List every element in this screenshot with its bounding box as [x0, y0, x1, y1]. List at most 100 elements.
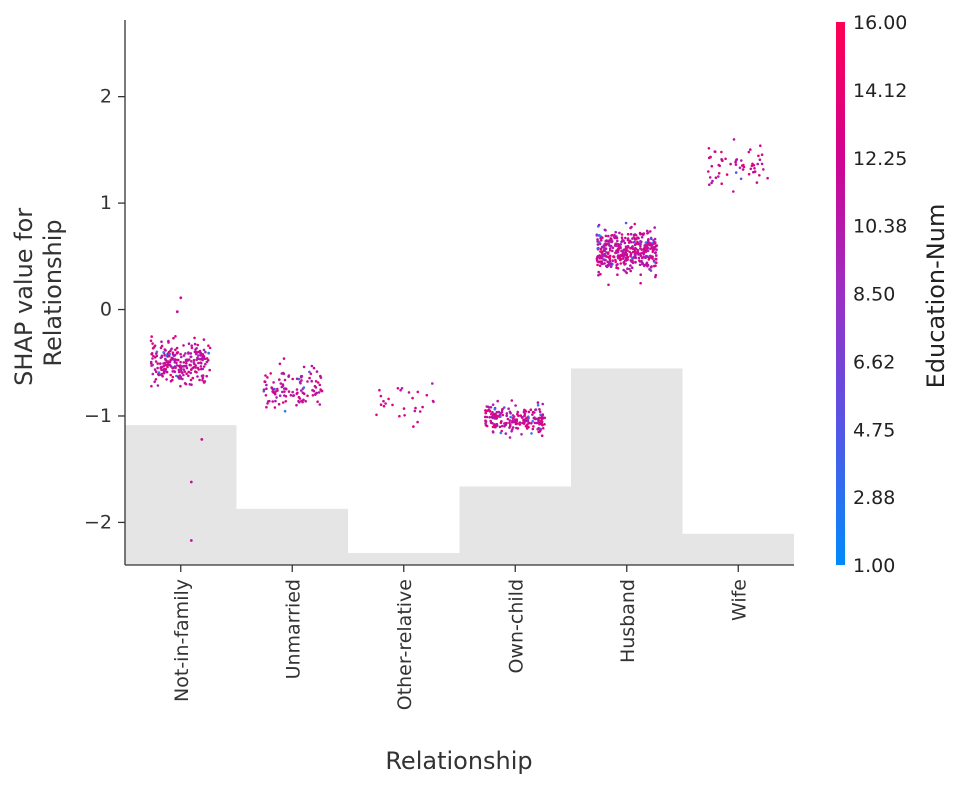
data-point — [166, 365, 169, 369]
data-point — [644, 241, 648, 244]
data-point — [530, 422, 533, 425]
data-point — [201, 376, 205, 380]
data-point — [175, 361, 178, 365]
data-point — [310, 379, 314, 383]
data-point — [639, 240, 642, 243]
data-point — [639, 254, 643, 257]
data-point — [536, 427, 539, 431]
data-point — [301, 400, 304, 404]
scatter-points — [149, 138, 769, 542]
data-point — [597, 234, 601, 237]
data-point — [759, 144, 762, 147]
data-point — [190, 367, 194, 371]
data-point — [190, 346, 194, 350]
data-point — [626, 238, 630, 242]
data-point — [171, 351, 175, 355]
data-point — [599, 237, 602, 240]
data-point — [282, 357, 286, 360]
data-point — [304, 400, 308, 403]
data-point — [742, 163, 745, 167]
data-point — [540, 423, 544, 426]
data-point — [609, 240, 613, 243]
data-point — [398, 414, 401, 418]
data-point — [630, 240, 633, 244]
data-point — [756, 162, 759, 166]
data-point — [535, 417, 539, 421]
data-point — [197, 354, 200, 357]
data-point — [538, 422, 541, 426]
data-point — [208, 368, 211, 372]
data-point — [597, 223, 601, 227]
data-point — [265, 405, 268, 409]
data-point — [616, 263, 619, 266]
colorbar-tick-label: 8.50 — [853, 284, 895, 306]
data-point — [614, 260, 617, 264]
data-point — [741, 168, 745, 171]
data-point — [642, 248, 645, 251]
data-point — [407, 391, 411, 394]
data-point — [598, 264, 602, 268]
data-point — [514, 422, 518, 426]
data-point — [266, 400, 270, 403]
data-point — [536, 401, 540, 404]
data-point — [523, 414, 526, 418]
data-point — [530, 432, 533, 435]
data-point — [519, 414, 522, 417]
data-point — [162, 351, 165, 354]
data-point — [421, 405, 424, 409]
data-point — [399, 388, 402, 392]
data-point — [189, 371, 192, 375]
data-point — [526, 423, 529, 426]
data-point — [283, 409, 287, 413]
data-point — [651, 257, 654, 260]
data-point — [607, 283, 610, 287]
data-point — [195, 358, 198, 362]
data-point — [308, 376, 311, 380]
data-point — [382, 399, 385, 403]
data-point — [758, 158, 762, 161]
data-point — [604, 229, 607, 232]
data-point — [201, 353, 205, 356]
data-point — [596, 238, 599, 241]
data-point — [720, 182, 723, 185]
data-point — [174, 335, 177, 338]
data-point — [634, 246, 637, 250]
x-tick-label: Wife — [728, 579, 750, 621]
data-point — [151, 363, 154, 367]
data-point — [188, 383, 192, 386]
data-point — [284, 395, 288, 398]
data-point — [654, 251, 657, 255]
data-point — [639, 244, 642, 248]
data-point — [507, 407, 510, 411]
data-point — [178, 374, 182, 377]
data-point — [532, 425, 535, 428]
data-point — [496, 399, 500, 403]
data-point — [156, 362, 159, 365]
data-point — [169, 373, 172, 377]
data-point — [180, 370, 183, 374]
data-point — [595, 234, 599, 237]
data-point — [265, 387, 268, 391]
data-point — [151, 357, 154, 360]
data-point — [524, 410, 528, 413]
data-point — [629, 264, 632, 267]
data-point — [620, 236, 624, 239]
data-point — [184, 382, 188, 386]
data-point — [197, 361, 200, 365]
data-point — [263, 380, 267, 383]
data-point — [612, 255, 615, 258]
data-point — [622, 268, 625, 272]
data-point — [653, 241, 657, 244]
data-point — [291, 377, 295, 381]
data-point — [641, 255, 645, 259]
data-point — [176, 358, 179, 362]
data-point — [160, 368, 163, 372]
data-point — [156, 384, 160, 387]
data-point — [639, 281, 642, 285]
data-point — [654, 264, 657, 268]
data-point — [503, 406, 506, 409]
data-point — [753, 170, 757, 173]
data-point — [500, 408, 504, 412]
data-point — [734, 163, 738, 166]
data-point — [198, 378, 201, 382]
